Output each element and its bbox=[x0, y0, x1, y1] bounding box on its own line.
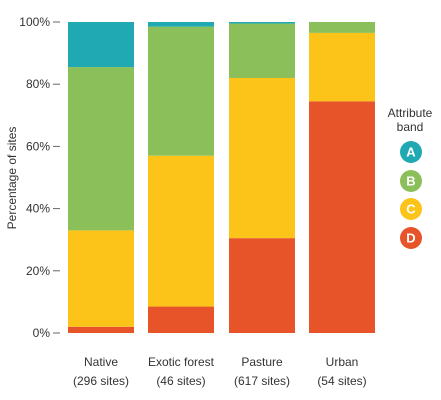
legend-swatch bbox=[400, 141, 422, 163]
category-label: Urban bbox=[326, 355, 359, 369]
bar-stack bbox=[309, 22, 375, 334]
legend-item-d: D bbox=[400, 227, 422, 249]
bar-segment-d bbox=[229, 238, 295, 333]
bar-segment-b bbox=[309, 22, 375, 33]
bar-stack bbox=[148, 22, 214, 333]
legend-label: D bbox=[406, 231, 415, 246]
legend-title-line2: band bbox=[397, 120, 424, 134]
bar-segment-b bbox=[148, 26, 214, 156]
bar-segment-a bbox=[148, 22, 214, 27]
category-label: Exotic forest bbox=[148, 355, 215, 369]
legend-label: C bbox=[406, 202, 416, 217]
category-label: Native bbox=[84, 355, 118, 369]
bar-segment-c bbox=[309, 32, 375, 102]
bar-segment-b bbox=[68, 67, 134, 231]
bar-segment-c bbox=[68, 230, 134, 327]
bar-stack bbox=[229, 22, 295, 333]
legend-swatch bbox=[400, 170, 422, 192]
y-axis-label: Percentage of sites bbox=[5, 127, 19, 230]
x-axis-labels: Native (296 sites) Exotic forest (46 sites)… bbox=[73, 355, 367, 388]
bar-segment-d bbox=[309, 101, 375, 334]
category-site-count: (617 sites) bbox=[234, 374, 290, 388]
legend-swatch bbox=[400, 198, 422, 220]
bar-segment-b bbox=[229, 23, 295, 78]
bar-segment-d bbox=[148, 306, 214, 333]
legend-label: A bbox=[406, 145, 416, 160]
category-site-count: (296 sites) bbox=[73, 374, 129, 388]
bar-stack bbox=[68, 22, 134, 333]
bar-segment-a bbox=[229, 22, 295, 24]
bar-segment-a bbox=[68, 22, 134, 68]
y-tick-label: 40% bbox=[26, 202, 50, 216]
bars bbox=[68, 22, 375, 334]
y-tick-label: 60% bbox=[26, 139, 50, 153]
legend-item-a: A bbox=[400, 141, 422, 163]
bar-segment-d bbox=[68, 326, 134, 333]
category-site-count: (54 sites) bbox=[317, 374, 366, 388]
category-label: Pasture bbox=[241, 355, 283, 369]
y-axis: 0% 20% 40% 60% 80% 100% bbox=[19, 15, 60, 340]
category-site-count: (46 sites) bbox=[156, 374, 205, 388]
legend-label: B bbox=[406, 174, 415, 189]
y-tick-label: 0% bbox=[33, 326, 51, 340]
legend-item-c: C bbox=[400, 198, 422, 220]
legend-item-b: B bbox=[400, 170, 422, 192]
y-tick-label: 20% bbox=[26, 264, 50, 278]
y-tick-label: 100% bbox=[19, 15, 50, 29]
legend-swatch bbox=[400, 227, 422, 249]
legend-title-line1: Attribute bbox=[388, 106, 433, 120]
bar-segment-c bbox=[229, 77, 295, 239]
y-tick-label: 80% bbox=[26, 77, 50, 91]
bar-segment-c bbox=[148, 155, 214, 307]
